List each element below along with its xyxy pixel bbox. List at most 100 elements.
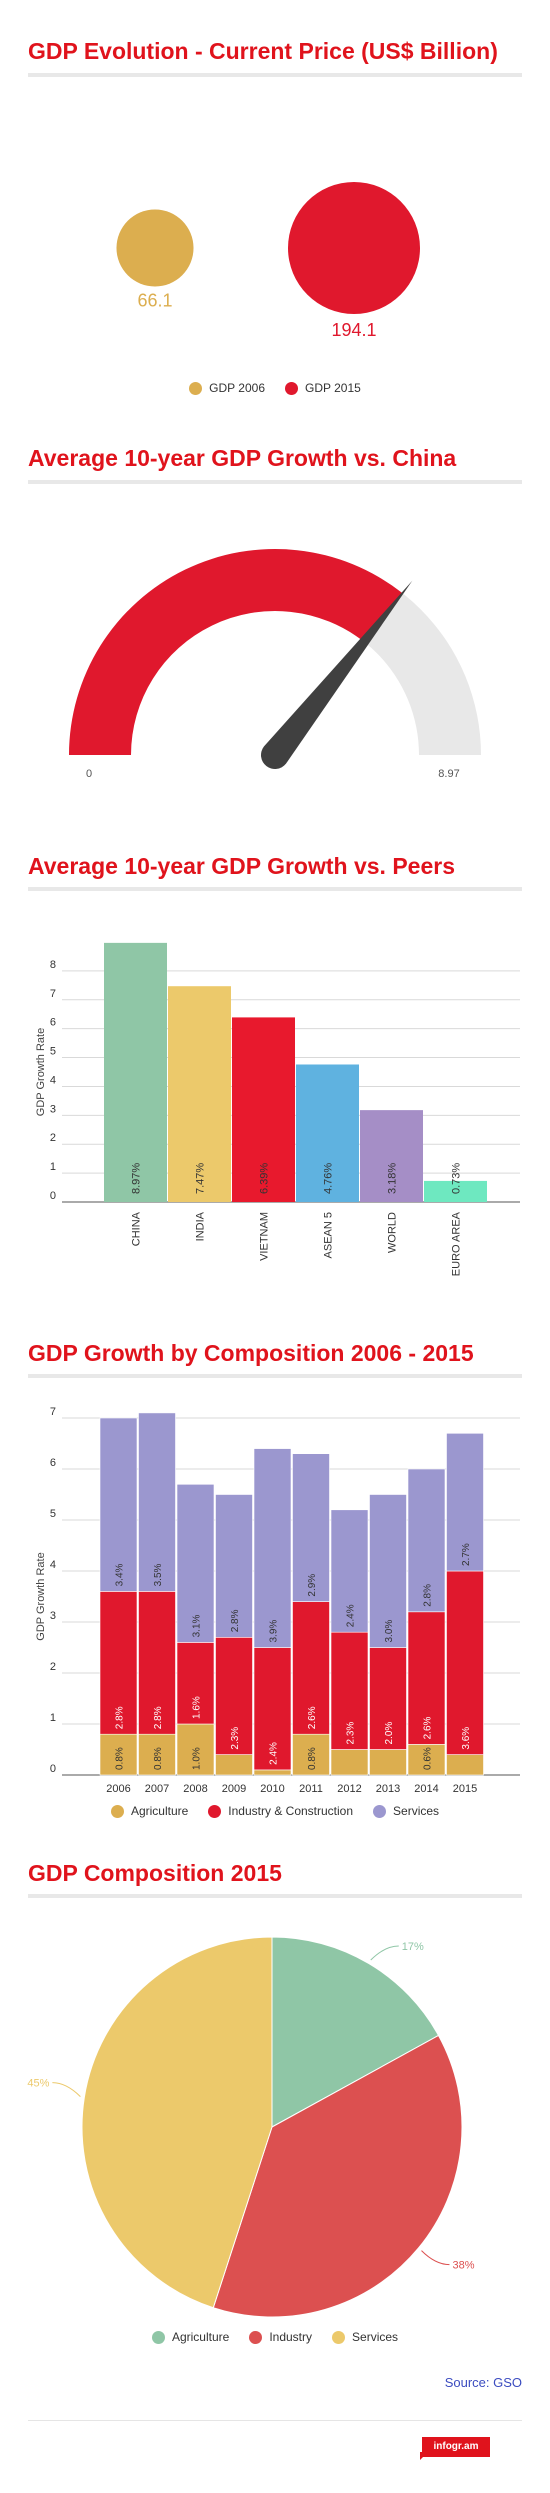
stack-segment [138, 1412, 176, 1592]
gdp-bubble-chart: 66.1 194.1 [116, 182, 420, 340]
legend-item[interactable]: Industry & Construction [208, 1804, 353, 1818]
segment-value-label: 2.8% [423, 1584, 434, 1607]
legend-swatch [285, 381, 298, 395]
composition-title: GDP Growth by Composition 2006 - 2015 [28, 1340, 474, 1366]
segment-value-label: 0.8% [115, 1747, 126, 1770]
gdp-bubble [288, 182, 420, 314]
legend-item[interactable]: Agriculture [151, 2330, 230, 2344]
legend-swatch [332, 2330, 346, 2344]
segment-value-label: 0.8% [307, 1747, 318, 1770]
y-tick-label: 4 [50, 1074, 56, 1086]
stack-segment [407, 1611, 446, 1745]
stack-segment [369, 1749, 407, 1776]
pie-leader-line [52, 2082, 81, 2098]
legend-label: GDP 2006 [209, 381, 265, 395]
gdp-evolution-title: GDP Evolution - Current Price (US$ Billi… [28, 38, 498, 64]
gdp-bubble-legend: GDP 2006 GDP 2015 [0, 381, 550, 395]
legend-label: Industry & Construction [228, 1804, 354, 1818]
stack-segment [138, 1733, 176, 1776]
stack-segment [253, 1448, 292, 1648]
stack-segment [407, 1744, 446, 1776]
segment-value-label: 0.6% [423, 1747, 434, 1770]
bar-value-label: 0.73% [451, 1163, 463, 1194]
bar-value-label: 8.97% [131, 1163, 143, 1194]
gauge-needle [260, 580, 413, 770]
bar [168, 986, 231, 1202]
segment-value-label: 2.9% [307, 1574, 318, 1597]
legend-item[interactable]: Services [373, 1804, 439, 1818]
bar-value-label: 4.76% [323, 1163, 335, 1194]
composition-2015-title: GDP Composition 2015 [28, 1860, 282, 1886]
gdp-bubble-label: 194.1 [331, 320, 376, 340]
gdp-bubble-label: 66.1 [137, 291, 172, 311]
pie-legend: Agriculture Industry Services [0, 2330, 550, 2344]
legend-item[interactable]: Industry [249, 2330, 312, 2344]
legend-label: GDP 2015 [305, 381, 361, 395]
stack-segment [176, 1484, 215, 1643]
title-rule [28, 1894, 522, 1898]
gauge-max-label: 8.97 [438, 768, 459, 780]
brand-logo[interactable]: infogr.am [422, 2437, 490, 2457]
segment-value-label: 2.4% [269, 1742, 280, 1765]
legend-swatch [189, 381, 203, 395]
stack-segment [292, 1601, 330, 1735]
pie-leader-line [370, 1945, 399, 1961]
x-tick-label: 2009 [222, 1783, 246, 1795]
segment-value-label: 2.3% [230, 1727, 241, 1750]
stack-segment [407, 1468, 446, 1613]
legend-item[interactable]: Services [332, 2330, 398, 2344]
y-tick-label: 2 [50, 1132, 56, 1144]
y-tick-label: 2 [50, 1661, 56, 1673]
stack-segment [369, 1494, 407, 1648]
legend-label: Agriculture [171, 2330, 230, 2344]
stack-segment [99, 1733, 138, 1776]
bar [424, 1180, 487, 1202]
segment-value-label: 3.1% [192, 1614, 203, 1637]
legend-swatch [110, 1804, 124, 1818]
segment-value-label: 3.0% [384, 1620, 395, 1643]
title-rule [28, 73, 522, 77]
brand-logo-tail [420, 2452, 428, 2460]
stack-segment [330, 1509, 369, 1633]
pie-leader-line [421, 2250, 450, 2266]
x-tick-label: ASEAN 5 [323, 1212, 335, 1258]
x-tick-label: EURO AREA [451, 1211, 463, 1276]
x-tick-label: INDIA [195, 1211, 207, 1241]
source-note: Source: GSO [444, 2375, 522, 2390]
composition-pie-chart: 17% 38% 45% [27, 1936, 475, 2318]
segment-value-label: 2.0% [384, 1722, 395, 1745]
y-tick-label: 6 [50, 1017, 56, 1029]
y-axis-label: GDP Growth Rate [35, 1028, 47, 1116]
stack-segment [330, 1749, 369, 1776]
y-tick-label: 4 [50, 1559, 56, 1571]
x-tick-label: 2013 [376, 1783, 400, 1795]
pie-slice-label: 45% [27, 2078, 49, 2090]
x-tick-label: 2008 [183, 1783, 207, 1795]
stack-segment [99, 1417, 138, 1592]
stack-segment [215, 1637, 253, 1755]
stack-segment [446, 1754, 484, 1776]
legend-item[interactable]: GDP 2015 [285, 381, 361, 395]
legend-item[interactable]: Agriculture [110, 1804, 188, 1818]
segment-value-label: 2.8% [115, 1706, 126, 1729]
x-tick-label: 2006 [106, 1783, 130, 1795]
x-tick-label: 2012 [337, 1783, 361, 1795]
bar [232, 1017, 295, 1202]
segment-value-label: 3.9% [269, 1620, 280, 1643]
stack-segment [215, 1494, 253, 1638]
y-tick-label: 3 [50, 1610, 56, 1622]
legend-item[interactable]: GDP 2006 [189, 381, 265, 395]
composition-stacked-chart: 0 1 2 3 4 5 6 7 GDP Growth Rate 0.8% 2.8% 3.4% 2006 0… [35, 1406, 520, 1795]
gauge-min-label: 0 [86, 768, 92, 780]
title-rule [28, 887, 522, 891]
x-tick-label: VIETNAM [259, 1212, 271, 1261]
bar [360, 1110, 423, 1202]
title-rule [28, 1374, 522, 1378]
segment-value-label: 3.6% [461, 1727, 472, 1750]
stack-segment [446, 1432, 484, 1572]
legend-swatch [151, 2330, 165, 2344]
y-tick-label: 1 [50, 1712, 56, 1724]
pie-slice [212, 2034, 463, 2318]
y-tick-label: 7 [50, 1406, 56, 1418]
composition-legend: Agriculture Industry & Construction Servic… [0, 1804, 550, 1818]
